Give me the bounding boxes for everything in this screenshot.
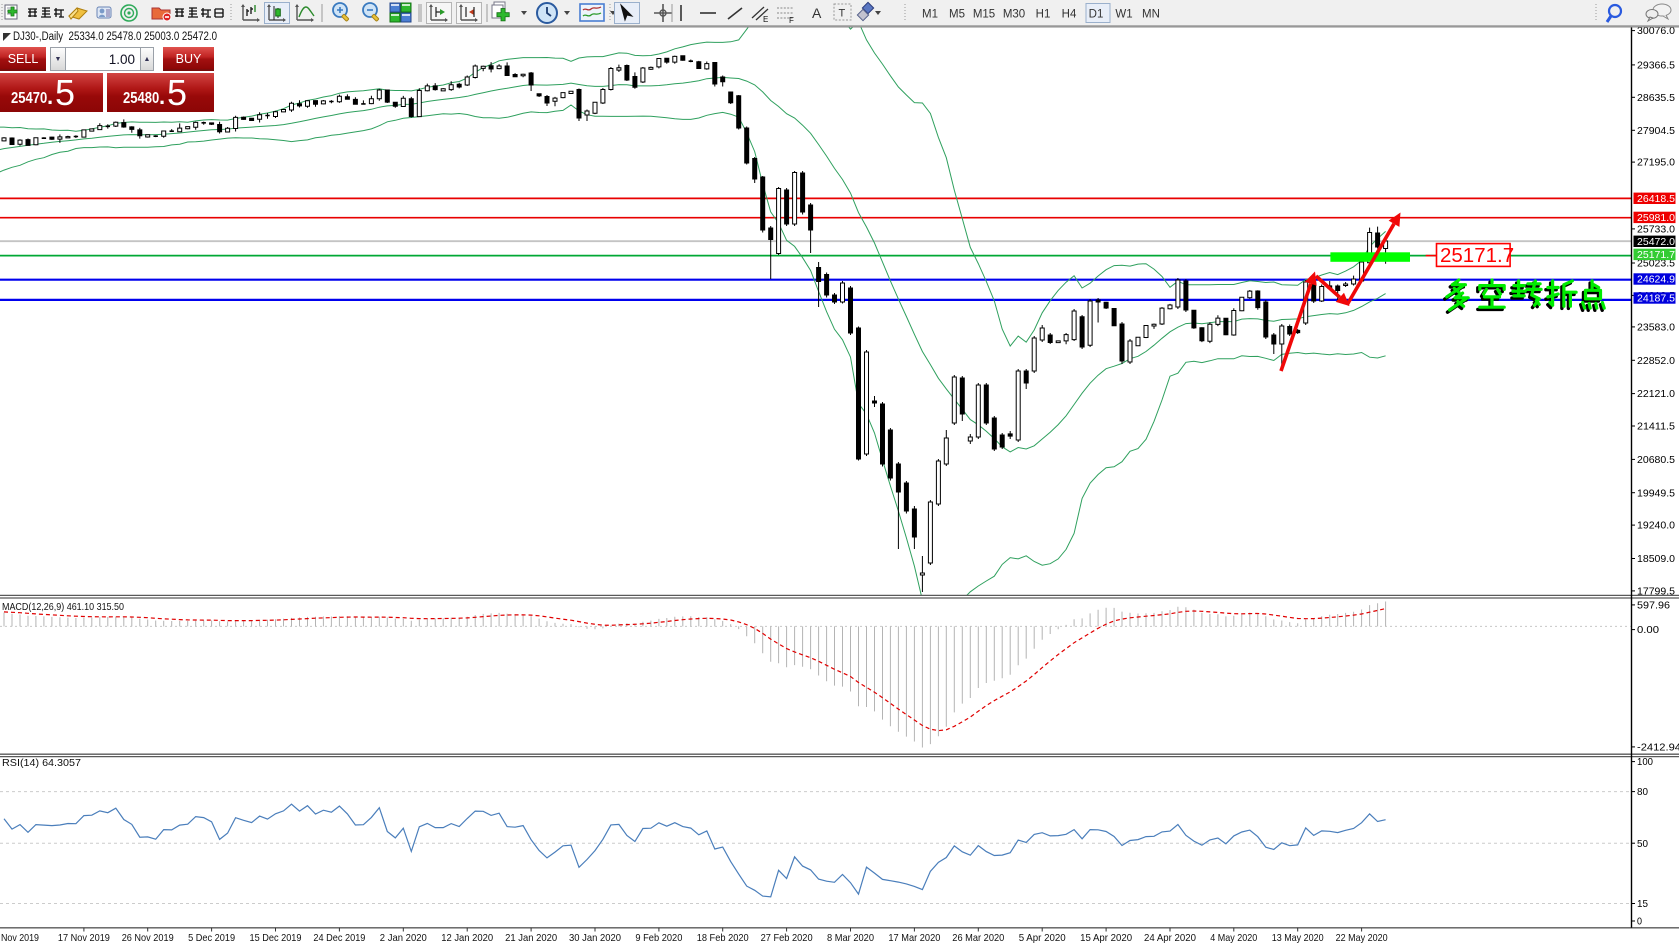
svg-text:M30: M30 — [1003, 9, 1025, 21]
svg-text:15: 15 — [1637, 898, 1648, 910]
svg-text:19949.5: 19949.5 — [1637, 487, 1675, 499]
svg-text:30076.0: 30076.0 — [1637, 25, 1675, 37]
svg-text:H4: H4 — [1062, 9, 1077, 21]
svg-text:22121.0: 22121.0 — [1637, 388, 1675, 400]
svg-text:4 May 2020: 4 May 2020 — [1210, 932, 1257, 944]
svg-text:17 Mar 2020: 17 Mar 2020 — [888, 932, 940, 944]
svg-text:80: 80 — [1637, 786, 1648, 798]
svg-text:27195.0: 27195.0 — [1637, 157, 1675, 169]
svg-text:25171.7: 25171.7 — [1440, 244, 1514, 267]
svg-text:13 May 2020: 13 May 2020 — [1272, 932, 1324, 944]
svg-text:5 Dec 2019: 5 Dec 2019 — [188, 932, 235, 944]
svg-text:22 May 2020: 22 May 2020 — [1336, 932, 1388, 944]
svg-text:19240.0: 19240.0 — [1637, 520, 1675, 532]
svg-text:8 Mar 2020: 8 Mar 2020 — [827, 932, 874, 944]
svg-text:17 Nov 2019: 17 Nov 2019 — [58, 932, 110, 944]
svg-text:24 Dec 2019: 24 Dec 2019 — [313, 932, 365, 944]
svg-text:26 Nov 2019: 26 Nov 2019 — [122, 932, 174, 944]
svg-text:RSI(14) 64.3057: RSI(14) 64.3057 — [2, 757, 81, 769]
svg-text:12 Jan 2020: 12 Jan 2020 — [441, 932, 493, 944]
svg-text:21 Jan 2020: 21 Jan 2020 — [505, 932, 557, 944]
svg-text:W1: W1 — [1115, 9, 1132, 21]
svg-text:MN: MN — [1142, 9, 1160, 21]
svg-text:15 Apr 2020: 15 Apr 2020 — [1080, 932, 1132, 944]
svg-text:18 Feb 2020: 18 Feb 2020 — [697, 932, 749, 944]
svg-text:-2412.94: -2412.94 — [1637, 742, 1679, 754]
svg-text:MACD(12,26,9) 461.10 315.50: MACD(12,26,9) 461.10 315.50 — [2, 601, 124, 613]
svg-text:50: 50 — [1637, 838, 1648, 850]
svg-text:25171.7: 25171.7 — [1637, 249, 1675, 261]
svg-text:9 Feb 2020: 9 Feb 2020 — [635, 932, 682, 944]
svg-text:30 Jan 2020: 30 Jan 2020 — [569, 932, 621, 944]
svg-text:24187.5: 24187.5 — [1637, 293, 1675, 305]
svg-text:26 Mar 2020: 26 Mar 2020 — [952, 932, 1004, 944]
svg-text:26418.5: 26418.5 — [1637, 193, 1675, 205]
svg-text:28635.5: 28635.5 — [1637, 92, 1675, 104]
svg-text:M15: M15 — [973, 9, 995, 21]
svg-text:18509.0: 18509.0 — [1637, 553, 1675, 565]
svg-text:M1: M1 — [922, 9, 938, 21]
svg-text:2 Jan 2020: 2 Jan 2020 — [380, 932, 427, 944]
svg-text:5 Apr 2020: 5 Apr 2020 — [1019, 932, 1066, 944]
svg-text:22852.0: 22852.0 — [1637, 355, 1675, 367]
svg-text:25472.0: 25472.0 — [1637, 236, 1675, 248]
svg-text:15 Dec 2019: 15 Dec 2019 — [250, 932, 302, 944]
svg-text:25981.0: 25981.0 — [1637, 212, 1675, 224]
svg-text:DJ30-,Daily 25334.0 25478.0 2: DJ30-,Daily 25334.0 25478.0 25003.0 2547… — [13, 31, 217, 43]
svg-text:27904.5: 27904.5 — [1637, 125, 1675, 137]
svg-text:0.00: 0.00 — [1637, 624, 1659, 636]
svg-text:21411.5: 21411.5 — [1637, 421, 1675, 433]
svg-text:27 Feb 2020: 27 Feb 2020 — [761, 932, 813, 944]
svg-text:Nov 2019: Nov 2019 — [1, 932, 39, 944]
svg-text:25023.5: 25023.5 — [1637, 258, 1675, 270]
svg-text:29366.5: 29366.5 — [1637, 60, 1675, 72]
svg-text:17799.5: 17799.5 — [1637, 586, 1675, 598]
svg-text:A: A — [812, 5, 822, 21]
svg-text:T: T — [839, 8, 846, 20]
svg-text:20680.5: 20680.5 — [1637, 454, 1675, 466]
svg-text:25733.0: 25733.0 — [1637, 224, 1675, 236]
svg-text:24624.9: 24624.9 — [1637, 274, 1675, 286]
svg-text:D1: D1 — [1089, 9, 1104, 21]
svg-text:100: 100 — [1637, 756, 1653, 768]
svg-text:23583.0: 23583.0 — [1637, 322, 1675, 334]
svg-text:597.96: 597.96 — [1637, 600, 1670, 612]
svg-text:F: F — [789, 16, 794, 25]
svg-text:24 Apr 2020: 24 Apr 2020 — [1144, 932, 1196, 944]
svg-text:0: 0 — [1637, 916, 1642, 928]
svg-text:H1: H1 — [1036, 9, 1051, 21]
svg-text:M5: M5 — [949, 9, 965, 21]
svg-text:E: E — [763, 15, 768, 24]
